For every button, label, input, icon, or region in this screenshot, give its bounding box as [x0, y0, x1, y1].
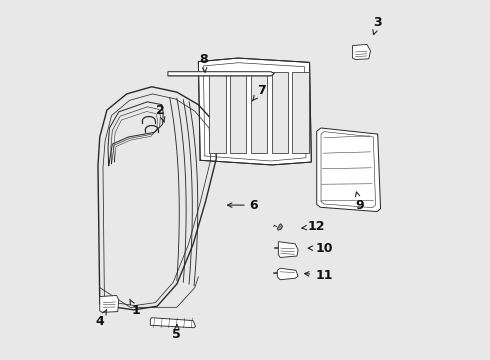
Text: 6: 6	[227, 199, 258, 212]
Polygon shape	[271, 72, 288, 153]
Polygon shape	[168, 72, 274, 76]
Polygon shape	[277, 268, 298, 280]
Polygon shape	[198, 58, 311, 165]
Polygon shape	[353, 44, 370, 59]
Text: 7: 7	[252, 84, 266, 101]
Polygon shape	[100, 296, 119, 312]
Text: 9: 9	[355, 192, 364, 212]
Text: 4: 4	[96, 310, 106, 328]
Polygon shape	[317, 128, 381, 212]
Polygon shape	[278, 242, 298, 257]
Text: 8: 8	[199, 53, 208, 72]
Text: 10: 10	[308, 242, 333, 255]
Polygon shape	[277, 224, 283, 230]
Text: 12: 12	[302, 220, 325, 233]
Polygon shape	[251, 72, 267, 153]
Polygon shape	[150, 318, 196, 328]
Polygon shape	[209, 72, 225, 153]
Text: 11: 11	[305, 269, 333, 282]
Text: 5: 5	[172, 325, 181, 341]
Text: 2: 2	[156, 104, 165, 122]
Polygon shape	[230, 72, 246, 153]
Text: 1: 1	[130, 299, 140, 318]
Polygon shape	[293, 72, 309, 153]
Text: 3: 3	[373, 16, 382, 35]
